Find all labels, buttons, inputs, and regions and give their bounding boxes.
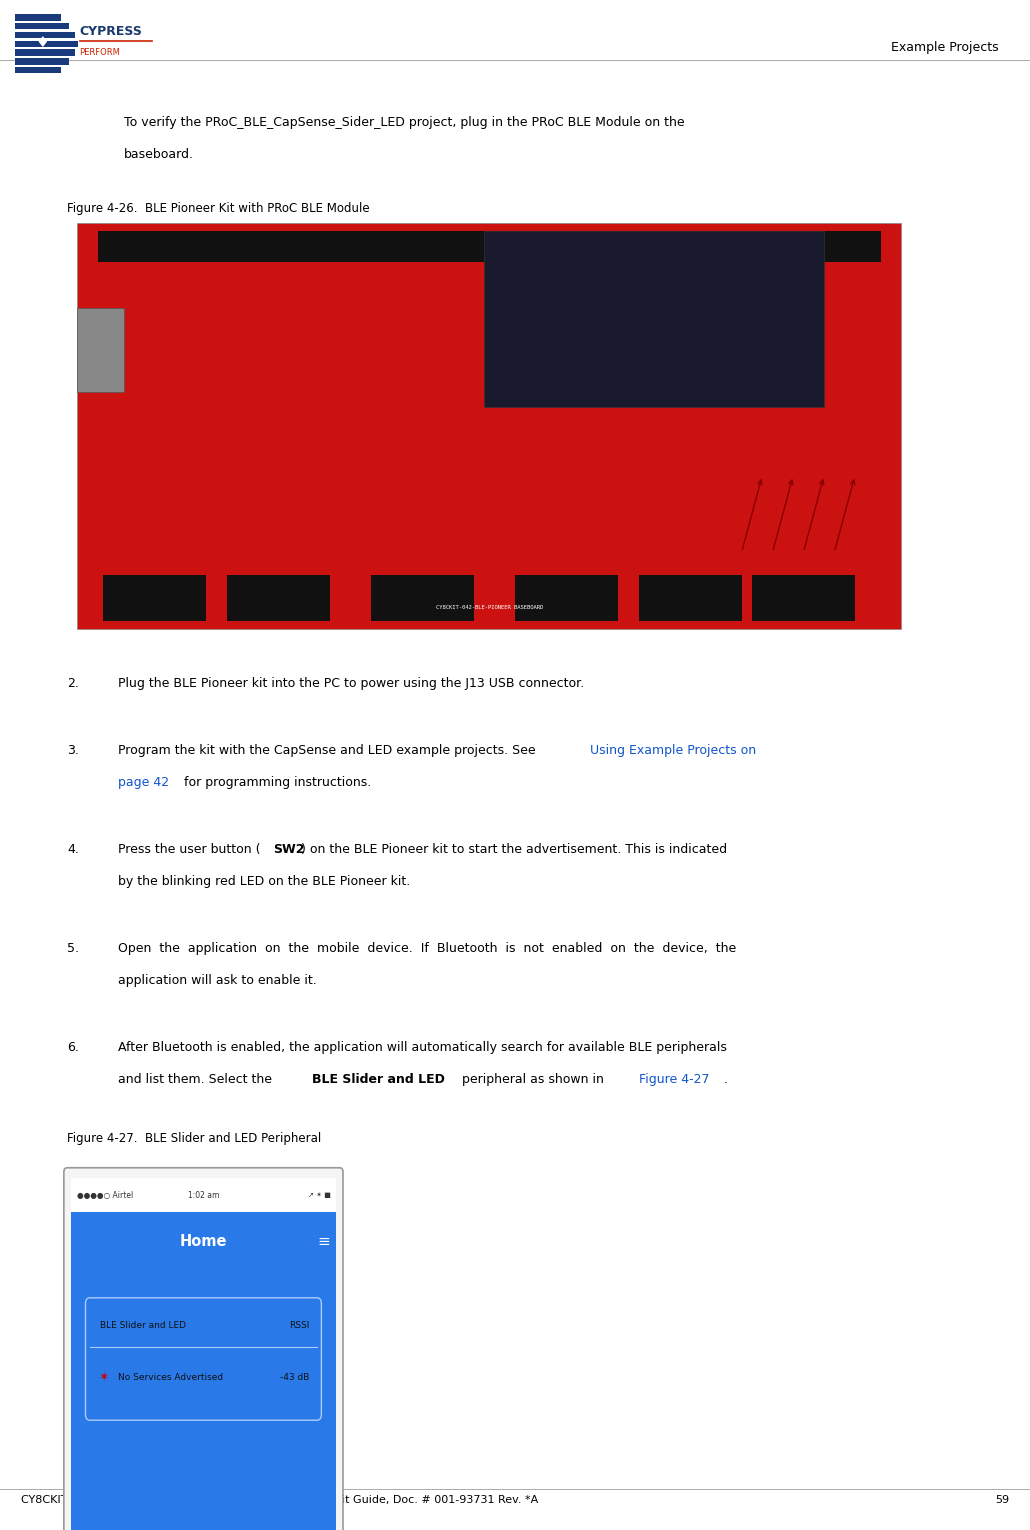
Text: -43 dB: -43 dB <box>279 1372 309 1382</box>
Text: for programming instructions.: for programming instructions. <box>180 776 372 789</box>
Text: After Bluetooth is enabled, the application will automatically search for availa: After Bluetooth is enabled, the applicat… <box>118 1042 727 1054</box>
Bar <box>639 575 742 621</box>
Text: BLE Slider and LED: BLE Slider and LED <box>312 1074 445 1086</box>
Text: ✶: ✶ <box>99 1371 109 1383</box>
Bar <box>14 58 69 64</box>
Text: ↗ ✶ ■: ↗ ✶ ■ <box>308 1192 331 1198</box>
Text: .: . <box>724 1074 728 1086</box>
Bar <box>14 32 75 38</box>
Bar <box>371 575 474 621</box>
Text: Example Projects: Example Projects <box>892 41 999 54</box>
Text: 2.: 2. <box>67 676 79 690</box>
Text: peripheral as shown in: peripheral as shown in <box>458 1074 609 1086</box>
Text: 1:02 am: 1:02 am <box>187 1190 219 1200</box>
FancyArrowPatch shape <box>774 480 793 549</box>
Bar <box>484 231 824 407</box>
Text: SW2: SW2 <box>273 843 305 855</box>
Text: ●●●●○ Airtel: ●●●●○ Airtel <box>77 1190 134 1200</box>
Text: BLE Slider and LED: BLE Slider and LED <box>100 1320 185 1330</box>
Text: CYPRESS: CYPRESS <box>79 24 142 38</box>
Text: RSSI: RSSI <box>288 1320 309 1330</box>
FancyBboxPatch shape <box>85 1297 321 1420</box>
Text: Figure 4-27: Figure 4-27 <box>639 1074 709 1086</box>
Text: Figure 4-27.  BLE Slider and LED Peripheral: Figure 4-27. BLE Slider and LED Peripher… <box>67 1132 321 1144</box>
Text: application will ask to enable it.: application will ask to enable it. <box>118 975 317 987</box>
Text: and list them. Select the: and list them. Select the <box>118 1074 276 1086</box>
Bar <box>14 49 75 57</box>
Bar <box>227 575 330 621</box>
Text: Program the kit with the CapSense and LED example projects. See: Program the kit with the CapSense and LE… <box>118 744 540 757</box>
Text: PERFORM: PERFORM <box>79 47 121 57</box>
Text: 59: 59 <box>995 1495 1009 1506</box>
Text: ) on the BLE Pioneer kit to start the advertisement. This is indicated: ) on the BLE Pioneer kit to start the ad… <box>301 843 727 855</box>
Text: 5.: 5. <box>67 942 79 955</box>
Text: No Services Advertised: No Services Advertised <box>118 1372 224 1382</box>
Text: ♦: ♦ <box>35 35 48 50</box>
Bar <box>14 41 78 47</box>
Text: Figure 4-26.  BLE Pioneer Kit with PRoC BLE Module: Figure 4-26. BLE Pioneer Kit with PRoC B… <box>67 202 370 214</box>
Bar <box>90 1346 317 1408</box>
Text: Home: Home <box>179 1233 228 1248</box>
FancyArrowPatch shape <box>743 480 762 549</box>
Text: Plug the BLE Pioneer kit into the PC to power using the J13 USB connector.: Plug the BLE Pioneer kit into the PC to … <box>118 676 585 690</box>
Bar <box>14 23 69 29</box>
Bar <box>77 223 901 629</box>
Bar <box>14 14 61 21</box>
Bar <box>103 575 206 621</box>
Bar <box>14 67 61 73</box>
Text: Open  the  application  on  the  mobile  device.  If  Bluetooth  is  not  enable: Open the application on the mobile devic… <box>118 942 736 955</box>
Text: CY8CKIT-042-BLE Bluetooth® Low Energy (BLE) Pioneer Kit Guide, Doc. # 001-93731 : CY8CKIT-042-BLE Bluetooth® Low Energy (B… <box>21 1495 538 1506</box>
Text: Press the user button (: Press the user button ( <box>118 843 261 855</box>
Text: by the blinking red LED on the BLE Pioneer kit.: by the blinking red LED on the BLE Pione… <box>118 875 411 887</box>
Bar <box>71 1178 336 1530</box>
Text: CY8CKIT-042-BLE-PIONEER BASEBOARD: CY8CKIT-042-BLE-PIONEER BASEBOARD <box>436 606 543 610</box>
Bar <box>752 575 855 621</box>
FancyArrowPatch shape <box>835 480 855 549</box>
FancyArrowPatch shape <box>804 480 824 549</box>
Text: 3.: 3. <box>67 744 79 757</box>
Text: page 42: page 42 <box>118 776 170 789</box>
Bar <box>71 1270 336 1530</box>
FancyBboxPatch shape <box>64 1167 343 1530</box>
Text: To verify the PRoC_BLE_CapSense_Sider_LED project, plug in the PRoC BLE Module o: To verify the PRoC_BLE_CapSense_Sider_LE… <box>124 116 684 129</box>
Text: ≡: ≡ <box>317 1233 330 1248</box>
Text: baseboard.: baseboard. <box>124 148 194 161</box>
Bar <box>90 1304 317 1346</box>
Bar <box>71 1212 336 1270</box>
Bar <box>98 231 881 262</box>
Text: 4.: 4. <box>67 843 79 855</box>
Text: Using Example Projects on: Using Example Projects on <box>590 744 756 757</box>
Text: 6.: 6. <box>67 1042 79 1054</box>
Bar <box>71 1178 336 1212</box>
Bar <box>515 575 618 621</box>
Bar <box>77 308 124 392</box>
